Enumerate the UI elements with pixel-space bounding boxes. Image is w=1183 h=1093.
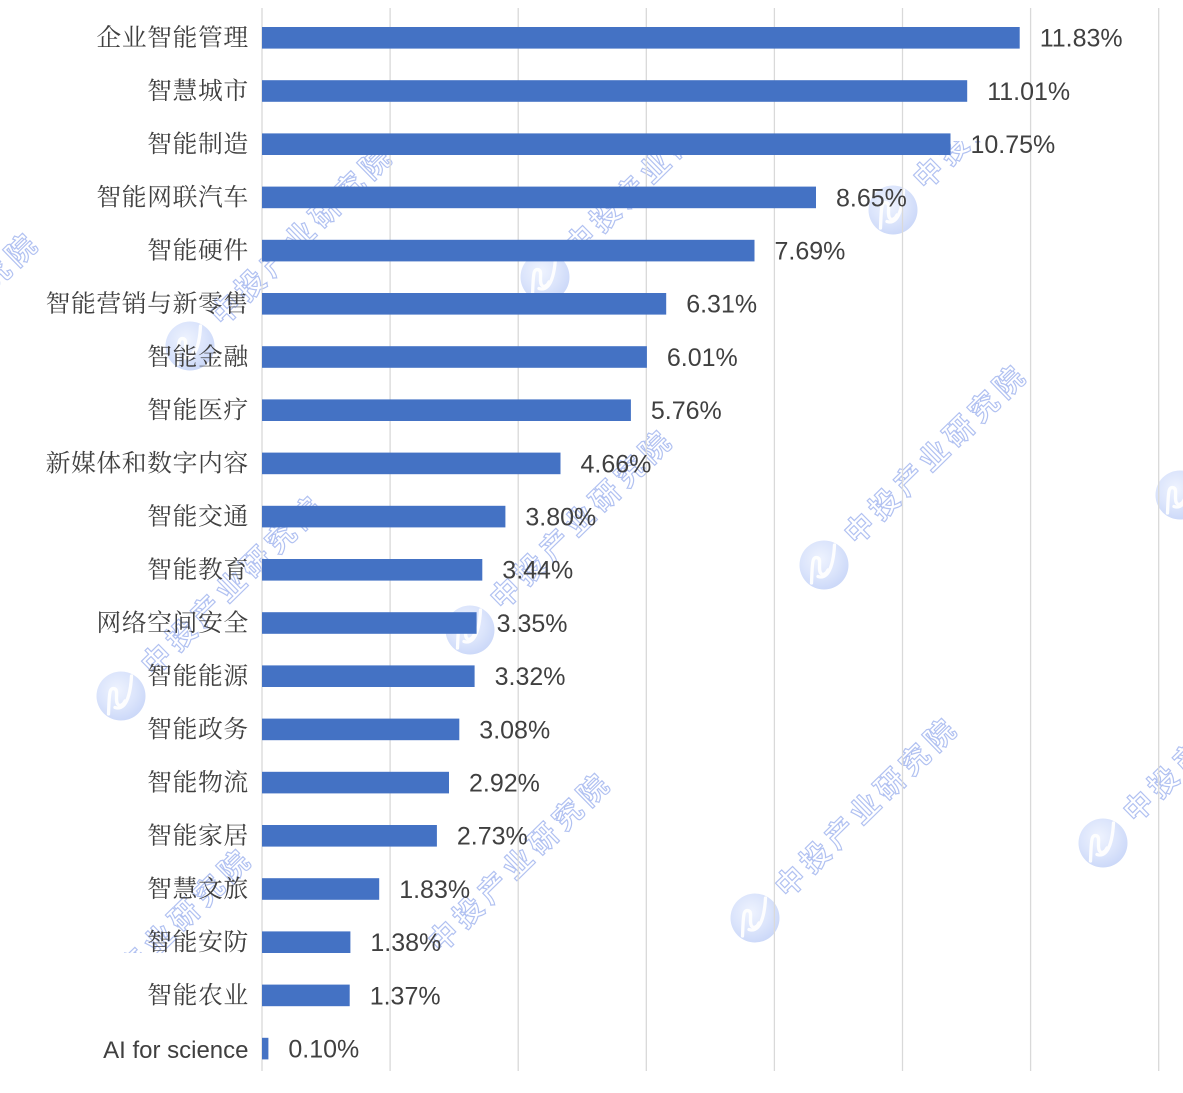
svg-text:3.35%: 3.35% xyxy=(497,610,568,638)
svg-text:4.66%: 4.66% xyxy=(581,450,652,478)
svg-text:6.31%: 6.31% xyxy=(686,291,757,319)
svg-text:8.65%: 8.65% xyxy=(836,184,907,212)
svg-text:3.80%: 3.80% xyxy=(525,504,596,532)
svg-text:10.75%: 10.75% xyxy=(971,131,1056,159)
svg-text:AI for science: AI for science xyxy=(103,1037,248,1064)
svg-text:3.44%: 3.44% xyxy=(502,557,573,585)
svg-text:3.08%: 3.08% xyxy=(479,716,550,744)
svg-text:0.10%: 0.10% xyxy=(288,1036,359,1064)
svg-text:2.73%: 2.73% xyxy=(457,823,528,851)
svg-text:5.76%: 5.76% xyxy=(651,397,722,425)
svg-text:11.83%: 11.83% xyxy=(1040,25,1123,53)
svg-text:7.69%: 7.69% xyxy=(775,238,846,266)
svg-text:2.92%: 2.92% xyxy=(469,770,540,798)
svg-text:3.32%: 3.32% xyxy=(495,663,566,691)
svg-text:1.37%: 1.37% xyxy=(370,982,441,1010)
svg-text:6.01%: 6.01% xyxy=(667,344,738,372)
svg-text:1.38%: 1.38% xyxy=(370,929,441,957)
svg-text:1.83%: 1.83% xyxy=(399,876,470,904)
svg-text:11.01%: 11.01% xyxy=(987,78,1070,106)
